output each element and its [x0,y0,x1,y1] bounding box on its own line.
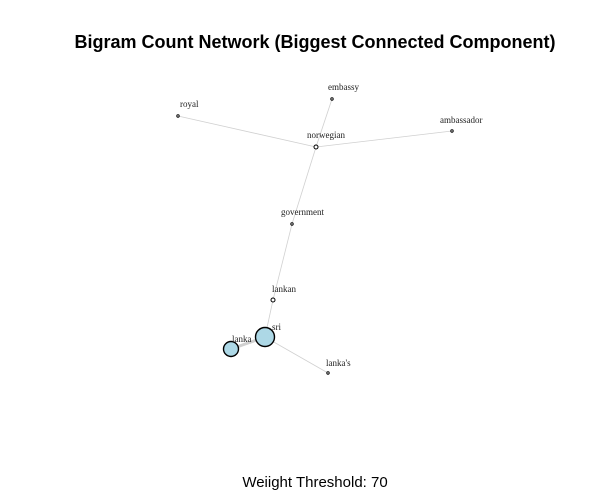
edge-norwegian-government [291,146,317,225]
node-label-royal: royal [180,99,199,109]
node-label-embassy: embassy [328,82,359,92]
node-government [290,222,294,226]
node-sri [254,326,276,348]
edge-royal-norwegian [177,115,317,148]
node-label-norwegian: norwegian [307,130,345,140]
node-label-lankan: lankan [272,284,296,294]
label-layer: embassy royal ambassador norwegian governmen… [180,82,483,368]
node-ambassador [450,129,454,133]
node-embassy [330,97,334,101]
edge-government-lankan [272,223,293,301]
node-royal [176,114,180,118]
node-lanka [222,340,240,358]
node-lankan [270,297,276,303]
node-label-ambassador: ambassador [440,115,483,125]
node-label-lanka: lanka [232,334,252,344]
edge-ambassador-norwegian [315,130,453,148]
node-label-lankas: lanka's [326,358,351,368]
node-label-government: government [281,207,324,217]
node-lankas [326,371,330,375]
edge-layer [177,98,453,374]
graph-title: Bigram Count Network (Biggest Connected … [75,32,556,52]
node-norwegian [313,144,319,150]
edge-embassy-norwegian [315,98,333,148]
weight-threshold-caption: Weiight Threshold: 70 [242,474,387,491]
node-label-sri: sri [272,322,281,332]
edge-sri-lankas [264,336,329,374]
node-layer [176,97,454,375]
